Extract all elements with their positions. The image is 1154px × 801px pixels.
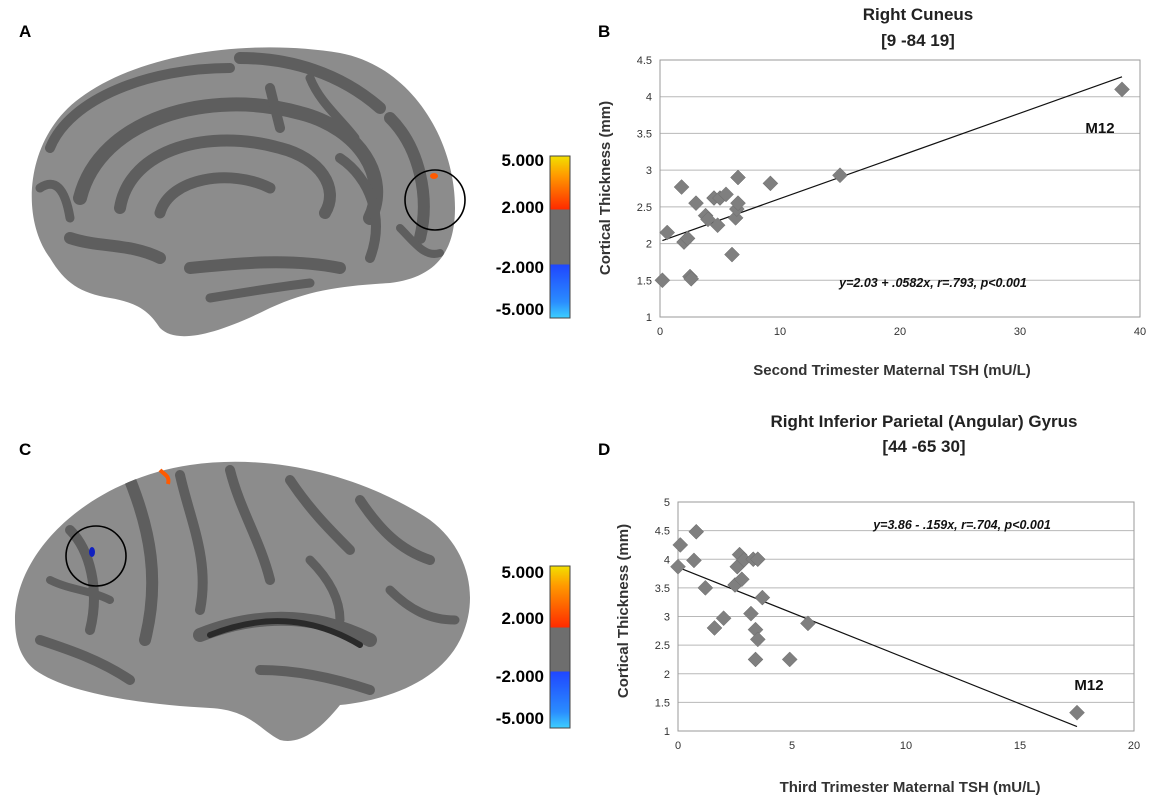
y-tick-label: 4.5: [637, 55, 652, 67]
colorbar-top: [549, 155, 571, 319]
colorbar-bottom-label-neg5: -5.000: [495, 709, 544, 728]
data-point: [747, 651, 764, 668]
y-tick-label: 1: [664, 726, 670, 738]
data-point: [688, 195, 704, 212]
panel-label-a: A: [19, 22, 32, 41]
x-tick-label: 0: [657, 326, 663, 338]
data-point: [709, 217, 726, 234]
data-point: [762, 175, 779, 192]
data-point: [1069, 704, 1085, 721]
chart-title: Right Inferior Parietal (Angular) Gyrus: [771, 412, 1078, 431]
data-point: [686, 552, 702, 569]
y-tick-label: 2.5: [637, 202, 652, 214]
highlight-circle: [404, 169, 466, 231]
brain-medial-surface-image: [31, 47, 466, 337]
panel-label-d: D: [598, 440, 611, 459]
plot-area-border: [677, 501, 1135, 732]
data-point: [743, 605, 759, 622]
data-point: [754, 589, 771, 606]
data-point: [654, 272, 671, 289]
y-tick-label: 3: [646, 165, 652, 177]
colorbar-top-label-neg2: -2.000: [495, 258, 544, 277]
chart-subtitle: [44 -65 30]: [882, 437, 965, 456]
y-tick-label: 1.5: [655, 697, 670, 709]
colorbar-bottom-label-5: 5.000: [501, 563, 544, 582]
panel-label-c: C: [19, 440, 32, 459]
plot-area-border: [659, 59, 1141, 318]
y-tick-label: 2: [664, 669, 670, 681]
colorbar-bottom-label-2: 2.000: [501, 609, 544, 628]
data-point: [749, 631, 766, 648]
y-tick-label: 1: [646, 312, 652, 324]
y-tick-label: 5: [664, 497, 670, 509]
data-point: [727, 210, 744, 226]
chart-right-inferior-parietal: Right Inferior Parietal (Angular) Gyrus …: [615, 412, 1140, 796]
data-point: [1114, 81, 1130, 98]
x-tick-label: 0: [675, 740, 681, 752]
y-tick-label: 3.5: [637, 128, 652, 140]
x-tick-label: 10: [774, 326, 786, 338]
data-point: [800, 615, 816, 632]
y-tick-label: 4: [646, 92, 652, 104]
y-tick-label: 2: [646, 239, 652, 251]
x-tick-label: 40: [1134, 326, 1146, 338]
y-tick-label: 4.5: [655, 526, 670, 538]
regression-equation: y=2.03 + .0582x, r=.793, p<0.001: [838, 276, 1027, 290]
y-tick-label: 3.5: [655, 583, 670, 595]
data-point: [781, 651, 798, 668]
data-point: [706, 620, 723, 636]
data-point: [730, 169, 746, 186]
data-point: [672, 537, 689, 553]
data-point: [697, 580, 714, 596]
chart-title: Right Cuneus: [863, 5, 974, 24]
colorbar-top-label-2: 2.000: [501, 198, 544, 217]
colorbar-bottom: [549, 565, 571, 729]
data-point: [659, 224, 676, 241]
outlier-label: M12: [1074, 677, 1103, 694]
data-point: [724, 246, 740, 263]
colorbar-top-label-5: 5.000: [501, 151, 544, 170]
x-tick-label: 5: [789, 740, 795, 752]
colorbar-top-label-neg5: -5.000: [495, 300, 544, 319]
data-point: [683, 270, 700, 287]
chart-subtitle: [9 -84 19]: [881, 31, 955, 50]
y-tick-label: 2.5: [655, 640, 670, 652]
y-tick-label: 4: [664, 554, 670, 566]
colorbar-bottom-label-neg2: -2.000: [495, 667, 544, 686]
y-axis-title: Cortical Thickness (mm): [597, 101, 614, 275]
x-tick-label: 30: [1014, 326, 1026, 338]
y-tick-label: 3: [664, 612, 670, 624]
data-point: [688, 523, 705, 540]
y-axis-title: Cortical Thickness (mm): [615, 524, 632, 698]
brain-lateral-surface-image: [15, 461, 470, 741]
data-point: [718, 186, 734, 203]
data-point: [670, 558, 686, 575]
data-point: [700, 211, 716, 228]
x-axis-title: Second Trimester Maternal TSH (mU/L): [753, 362, 1031, 379]
x-tick-label: 15: [1014, 740, 1026, 752]
data-point: [673, 179, 690, 195]
regression-equation: y=3.86 - .159x, r=.704, p<0.001: [872, 518, 1051, 532]
data-point: [832, 167, 848, 184]
regression-line: [677, 566, 1078, 728]
x-axis-title: Third Trimester Maternal TSH (mU/L): [780, 779, 1041, 796]
panel-label-b: B: [598, 22, 611, 41]
x-tick-label: 10: [900, 740, 912, 752]
data-point: [715, 610, 732, 627]
data-point: [679, 230, 696, 247]
outlier-label: M12: [1085, 120, 1114, 137]
data-point: [733, 571, 750, 588]
x-tick-label: 20: [894, 326, 906, 338]
data-point: [749, 551, 766, 568]
highlight-circle: [65, 525, 127, 587]
y-tick-label: 1.5: [637, 275, 652, 287]
x-tick-label: 20: [1128, 740, 1140, 752]
chart-right-cuneus: Right Cuneus [9 -84 19] 1 1.5 2 2.5 3 3.5 4 4.5…: [597, 5, 1146, 379]
data-point: [730, 195, 746, 212]
